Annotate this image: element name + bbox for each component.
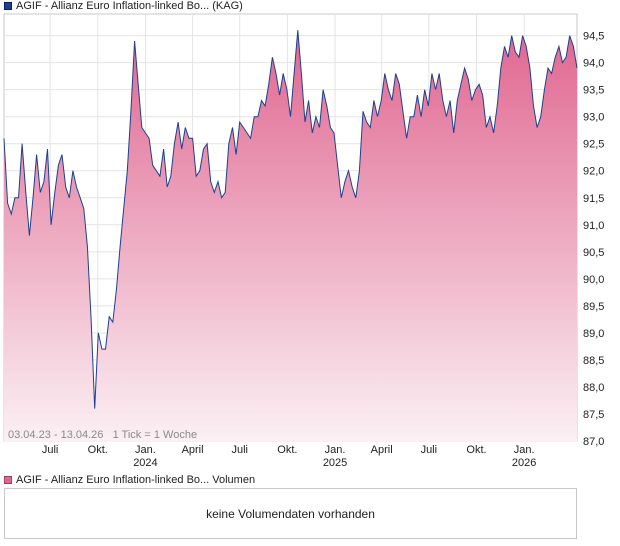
y-tick-label: 89,5 bbox=[583, 301, 604, 313]
volume-empty-message: keine Volumendaten vorhanden bbox=[206, 507, 375, 521]
y-tick-label: 92,5 bbox=[583, 139, 604, 151]
volume-legend-title: AGIF - Allianz Euro Inflation-linked Bo.… bbox=[16, 474, 256, 486]
x-tick-label: Jan. bbox=[514, 444, 535, 456]
x-tick-year-label: 2026 bbox=[512, 457, 536, 469]
price-legend: AGIF - Allianz Euro Inflation-linked Bo.… bbox=[4, 0, 243, 12]
y-tick-label: 90,5 bbox=[583, 247, 604, 259]
x-tick-label: April bbox=[182, 444, 204, 456]
y-tick-label: 91,5 bbox=[583, 193, 604, 205]
volume-panel: keine Volumendaten vorhanden bbox=[4, 488, 577, 539]
price-legend-title: AGIF - Allianz Euro Inflation-linked Bo.… bbox=[16, 0, 243, 12]
y-tick-label: 89,0 bbox=[583, 328, 604, 340]
y-tick-label: 88,5 bbox=[583, 355, 604, 367]
y-tick-label: 91,0 bbox=[583, 220, 604, 232]
price-area-fill bbox=[4, 30, 577, 441]
y-tick-label: 88,0 bbox=[583, 382, 604, 394]
x-tick-label: Juli bbox=[42, 444, 59, 456]
price-line bbox=[3, 30, 578, 409]
x-tick-label: April bbox=[371, 444, 393, 456]
range-info: 03.04.23 - 13.04.26 1 Tick = 1 Woche bbox=[8, 429, 197, 441]
price-chart: 87,0 87,5 88,0 88,5 89,0 89,5 90,0 90,5 91,0 91,5… bbox=[3, 13, 604, 469]
y-tick-label: 87,5 bbox=[583, 409, 604, 421]
volume-legend-swatch bbox=[4, 476, 12, 484]
x-tick-label: Juli bbox=[231, 444, 248, 456]
y-tick-label: 93,5 bbox=[583, 85, 604, 97]
x-tick-label: Juli bbox=[421, 444, 438, 456]
y-tick-label: 94,0 bbox=[583, 58, 604, 70]
y-tick-label: 87,0 bbox=[583, 436, 604, 448]
y-tick-label: 93,0 bbox=[583, 112, 604, 124]
x-tick-year-label: 2025 bbox=[323, 457, 347, 469]
x-tick-label: Jan. bbox=[325, 444, 346, 456]
x-tick-label: Okt. bbox=[277, 444, 297, 456]
y-tick-label: 90,0 bbox=[583, 274, 604, 286]
price-legend-swatch bbox=[4, 2, 12, 10]
volume-legend: AGIF - Allianz Euro Inflation-linked Bo.… bbox=[4, 474, 255, 486]
y-axis-labels: 87,0 87,5 88,0 88,5 89,0 89,5 90,0 90,5 91,0 91,5… bbox=[583, 31, 604, 448]
x-tick-label: Okt. bbox=[88, 444, 108, 456]
x-tick-year-label: 2024 bbox=[133, 457, 157, 469]
x-tick-label: Okt. bbox=[466, 444, 486, 456]
y-tick-label: 94,5 bbox=[583, 31, 604, 43]
y-tick-label: 92,0 bbox=[583, 166, 604, 178]
x-tick-label: Jan. bbox=[135, 444, 156, 456]
